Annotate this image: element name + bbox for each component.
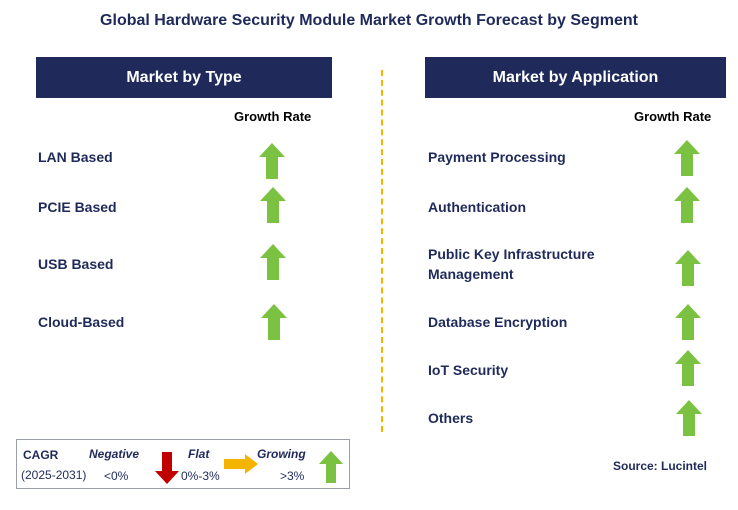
type-row-label: PCIE Based <box>38 199 117 215</box>
growing-arrow-icon <box>260 244 286 280</box>
cagr-legend: CAGR (2025-2031) Negative <0% Flat 0%-3%… <box>16 439 350 489</box>
application-row-label: Authentication <box>428 199 526 215</box>
growing-arrow-icon <box>261 304 287 340</box>
legend-cagr-label: CAGR <box>23 448 59 462</box>
legend-growing-label: Growing <box>257 447 306 461</box>
green-up-arrow-icon <box>319 451 343 483</box>
yellow-right-arrow-icon <box>224 454 258 474</box>
growing-arrow-icon <box>676 400 702 436</box>
market-by-application-header: Market by Application <box>425 57 726 98</box>
red-down-arrow-icon <box>155 452 179 484</box>
growing-arrow-icon <box>259 143 285 179</box>
chart-title: Global Hardware Security Module Market G… <box>100 12 638 29</box>
growing-arrow-icon <box>674 140 700 176</box>
type-row-label: Cloud-Based <box>38 314 125 330</box>
market-by-type-header: Market by Type <box>36 57 332 98</box>
legend-period: (2025-2031) <box>21 468 87 482</box>
growing-arrow-icon <box>675 250 701 286</box>
type-row-label: LAN Based <box>38 149 113 165</box>
growing-arrow-icon <box>260 187 286 223</box>
legend-growing-range: >3% <box>280 469 305 483</box>
left-growth-rate-header: Growth Rate <box>234 109 312 124</box>
application-row-label: Others <box>428 410 474 426</box>
source-note: Source: Lucintel <box>613 459 708 473</box>
growing-arrow-icon <box>674 187 700 223</box>
application-row-label: Payment Processing <box>428 149 566 165</box>
growing-arrow-icon <box>675 304 701 340</box>
legend-flat-label: Flat <box>188 447 210 461</box>
growing-arrow-icon <box>675 350 701 386</box>
application-row-label: Public Key Infrastructure Management <box>428 246 595 282</box>
right-growth-rate-header: Growth Rate <box>634 109 712 124</box>
legend-flat-range: 0%-3% <box>181 469 220 483</box>
legend-negative-label: Negative <box>89 447 140 461</box>
type-row-label: USB Based <box>38 256 114 272</box>
application-row-label: Database Encryption <box>428 314 568 330</box>
application-row-label: IoT Security <box>428 362 509 378</box>
panel-divider <box>381 70 383 432</box>
legend-negative-range: <0% <box>104 469 129 483</box>
